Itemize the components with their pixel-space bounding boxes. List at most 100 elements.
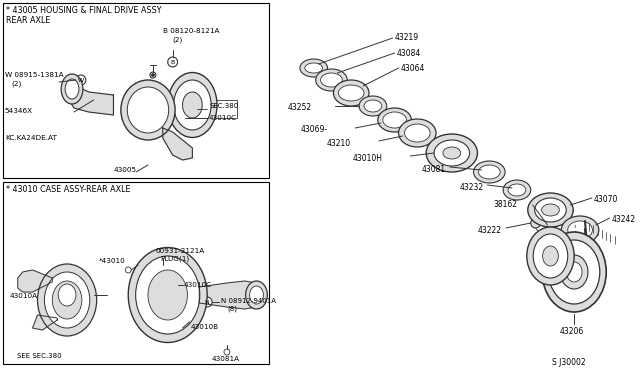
Circle shape [172, 116, 177, 122]
Ellipse shape [542, 232, 606, 312]
Ellipse shape [58, 284, 76, 306]
Text: 43005: 43005 [113, 167, 136, 173]
Text: B: B [170, 60, 175, 64]
Circle shape [553, 256, 559, 263]
Text: 43010H: 43010H [353, 154, 383, 163]
Ellipse shape [533, 234, 568, 278]
Circle shape [152, 74, 154, 77]
Text: 43222: 43222 [477, 226, 501, 235]
Ellipse shape [246, 281, 268, 309]
Circle shape [454, 160, 458, 164]
Ellipse shape [541, 204, 559, 216]
Circle shape [571, 295, 578, 301]
Text: 38162: 38162 [493, 200, 517, 209]
Circle shape [150, 72, 156, 78]
Text: SEC.380: SEC.380 [209, 103, 238, 109]
Ellipse shape [333, 80, 369, 106]
Text: * 43010 CASE ASSY-REAR AXLE: * 43010 CASE ASSY-REAR AXLE [6, 185, 131, 194]
Ellipse shape [474, 161, 505, 183]
Text: 43210: 43210 [327, 139, 351, 148]
Circle shape [561, 263, 566, 267]
Circle shape [208, 89, 212, 93]
Ellipse shape [65, 79, 79, 99]
Ellipse shape [321, 73, 342, 87]
Text: * 43005 HOUSING & FINAL DRIVE ASSY: * 43005 HOUSING & FINAL DRIVE ASSY [6, 6, 161, 15]
Circle shape [548, 272, 553, 276]
Text: 43252: 43252 [287, 103, 312, 112]
Circle shape [208, 116, 212, 122]
Circle shape [589, 256, 596, 263]
Circle shape [190, 74, 195, 80]
Ellipse shape [121, 80, 175, 140]
Text: 00931-2121A: 00931-2121A [156, 248, 205, 254]
Ellipse shape [38, 264, 97, 336]
Text: W 08915-1381A: W 08915-1381A [5, 72, 63, 78]
Polygon shape [199, 281, 257, 309]
Ellipse shape [173, 80, 211, 130]
Text: 43010C: 43010C [184, 282, 212, 288]
Circle shape [548, 235, 553, 241]
Ellipse shape [527, 227, 574, 285]
Circle shape [535, 263, 540, 267]
Text: 43081: 43081 [422, 165, 446, 174]
Ellipse shape [548, 240, 600, 304]
Ellipse shape [136, 256, 200, 334]
Text: (2): (2) [12, 80, 22, 87]
Ellipse shape [305, 63, 323, 73]
Ellipse shape [568, 221, 593, 239]
Text: PLUG(1): PLUG(1) [160, 256, 189, 263]
Ellipse shape [44, 272, 90, 328]
Text: B 08120-8121A: B 08120-8121A [163, 28, 220, 34]
Circle shape [589, 282, 596, 289]
Text: N: N [205, 299, 209, 305]
Text: 43242: 43242 [612, 215, 636, 224]
Ellipse shape [528, 193, 573, 227]
Text: 43010B: 43010B [190, 324, 218, 330]
Ellipse shape [566, 262, 582, 282]
Text: 43069-: 43069- [300, 125, 328, 134]
Ellipse shape [148, 270, 188, 320]
Ellipse shape [128, 247, 207, 343]
Ellipse shape [316, 69, 348, 91]
Text: KC.KA24DE.AT: KC.KA24DE.AT [5, 135, 57, 141]
Text: REAR AXLE: REAR AXLE [6, 16, 51, 25]
Circle shape [561, 244, 566, 250]
Text: 43206: 43206 [559, 327, 584, 336]
Circle shape [463, 151, 468, 155]
Ellipse shape [479, 165, 500, 179]
Polygon shape [69, 78, 113, 115]
Circle shape [454, 141, 458, 145]
Text: 43081A: 43081A [212, 356, 240, 362]
Circle shape [125, 267, 131, 273]
Ellipse shape [443, 147, 461, 159]
Ellipse shape [359, 96, 387, 116]
Text: S J30002: S J30002 [552, 358, 586, 367]
Circle shape [202, 297, 212, 307]
Text: (8): (8) [227, 306, 237, 312]
Ellipse shape [543, 246, 558, 266]
Circle shape [438, 145, 443, 149]
Circle shape [76, 75, 86, 85]
Ellipse shape [534, 198, 566, 222]
Text: 43010C: 43010C [208, 115, 236, 121]
Text: W: W [78, 77, 84, 83]
Circle shape [571, 243, 578, 250]
Ellipse shape [383, 112, 406, 128]
Text: 43084: 43084 [397, 49, 421, 58]
Bar [207, 100, 237, 118]
Polygon shape [33, 315, 57, 330]
Ellipse shape [168, 73, 217, 138]
Text: 43232: 43232 [460, 183, 483, 192]
Text: 43070: 43070 [594, 195, 618, 204]
Circle shape [224, 349, 230, 355]
Ellipse shape [561, 255, 588, 289]
Ellipse shape [561, 216, 599, 244]
Ellipse shape [182, 92, 202, 118]
Polygon shape [163, 128, 193, 160]
Bar [3, 3, 269, 178]
Ellipse shape [508, 184, 526, 196]
Circle shape [190, 131, 195, 135]
Text: 43064: 43064 [401, 64, 425, 73]
Ellipse shape [127, 87, 169, 133]
Ellipse shape [426, 134, 477, 172]
